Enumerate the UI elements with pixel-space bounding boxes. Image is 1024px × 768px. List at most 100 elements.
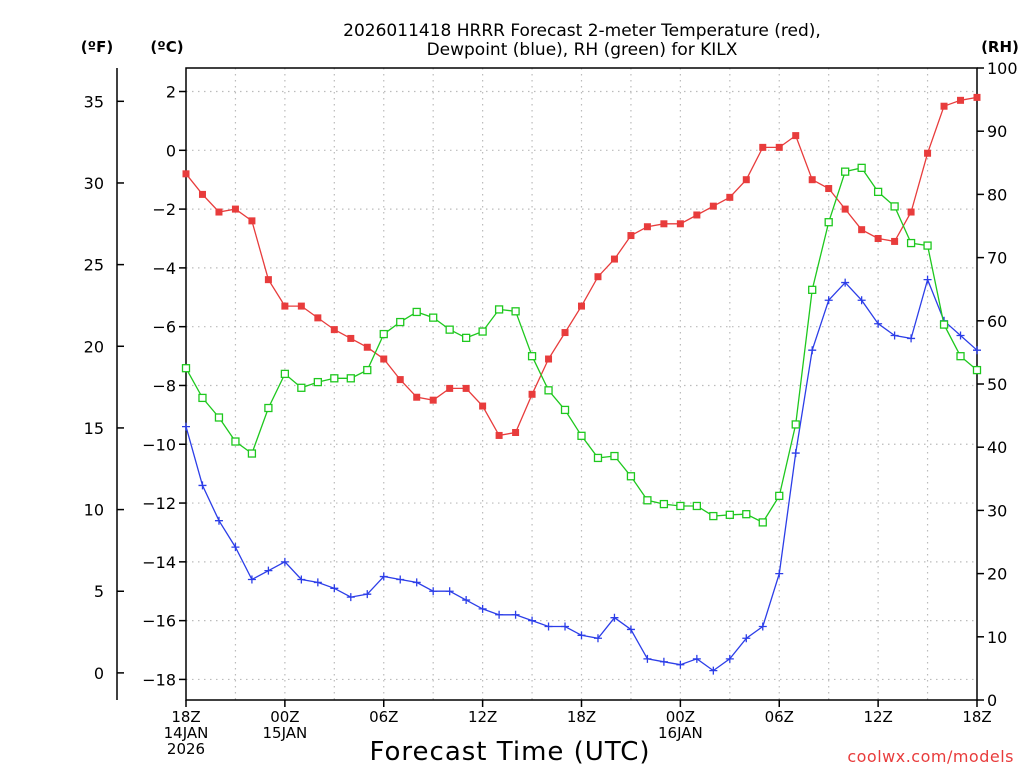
temperature-point	[940, 102, 948, 110]
rh-point	[906, 238, 916, 248]
rh-point	[544, 386, 553, 395]
rh-point	[725, 510, 734, 519]
f-tick-label: 5	[94, 582, 104, 601]
dewpoint-point	[182, 422, 190, 431]
rh-point	[280, 369, 290, 379]
x-tick-label: 15JAN	[263, 724, 308, 742]
temperature-point	[495, 431, 503, 439]
rh-point	[346, 374, 355, 383]
temperature-point	[660, 220, 668, 228]
c-tick-label: −12	[142, 494, 176, 513]
rh-point	[198, 393, 207, 403]
temperature-point	[610, 255, 618, 263]
rh-point	[181, 364, 191, 373]
c-tick-label: −4	[152, 259, 176, 278]
dewpoint-point	[758, 622, 767, 631]
rh-point	[396, 317, 405, 327]
rh-point	[478, 327, 487, 336]
temperature-point	[594, 273, 602, 281]
temperature-point	[973, 93, 981, 101]
rh-tick-label: 90	[987, 122, 1007, 141]
x-tick-label: 00Z	[666, 708, 695, 726]
rh-point	[873, 187, 883, 197]
dewpoint-point	[478, 604, 487, 613]
c-tick-label: 2	[166, 83, 176, 102]
rh-point	[610, 451, 619, 461]
rh-point	[626, 472, 636, 481]
c-tick-label: −14	[142, 553, 176, 572]
temperature-point	[643, 223, 651, 231]
dewpoint-point	[363, 590, 372, 599]
rh-point	[511, 307, 520, 316]
temperature-point	[264, 276, 272, 284]
temperature-point	[841, 205, 849, 213]
rh-point	[923, 241, 932, 250]
dewpoint-point	[874, 319, 883, 328]
x-tick-label: 16JAN	[658, 724, 703, 742]
temperature-point	[957, 96, 965, 104]
rh-point	[791, 420, 800, 429]
dewpoint-point	[610, 613, 619, 622]
temperature-point	[792, 132, 800, 140]
rh-point	[956, 352, 965, 361]
temperature-point	[462, 384, 470, 392]
rh-tick-label: 60	[987, 312, 1007, 331]
dewpoint-point	[412, 578, 421, 587]
temperature-point	[907, 208, 915, 216]
temperature-point	[709, 202, 717, 210]
credit-text: coolwx.com/models	[847, 747, 1014, 766]
rh-point	[939, 320, 949, 329]
rh-point	[742, 510, 751, 519]
dewpoint-point	[511, 610, 520, 619]
dewpoint-point	[659, 657, 668, 666]
temperature-point	[825, 185, 833, 193]
dewpoint-point	[907, 334, 916, 343]
rh-point	[363, 365, 372, 375]
temperature-point	[198, 190, 206, 198]
temperature-point	[578, 302, 585, 310]
f-tick-label: 0	[94, 664, 104, 683]
rh-point	[429, 313, 438, 322]
temperature-point	[281, 302, 289, 310]
temperature-point	[891, 237, 899, 245]
temperature-point	[858, 226, 866, 234]
x-tick-label: 12Z	[863, 708, 892, 726]
x-tick-label: 2026	[167, 740, 205, 758]
temperature-point	[676, 220, 684, 228]
dewpoint-point	[956, 331, 965, 340]
temperature-point	[528, 390, 536, 398]
temperature-point	[726, 193, 734, 201]
dewpoint-point	[775, 569, 784, 578]
temperature-point	[561, 329, 569, 337]
dewpoint-point	[280, 557, 289, 566]
x-tick-label: 00Z	[270, 708, 299, 726]
dewpoint-point	[709, 666, 718, 675]
c-tick-label: −8	[152, 376, 176, 395]
rh-point	[758, 518, 767, 527]
rh-point	[692, 501, 702, 511]
x-tick-label: 18Z	[171, 708, 200, 726]
rh-point	[824, 218, 833, 227]
temperature-point	[248, 217, 256, 225]
rh-point	[231, 437, 240, 446]
x-tick-label: 18Z	[567, 708, 596, 726]
f-tick-label: 20	[84, 337, 104, 356]
temperature-point	[446, 384, 454, 392]
rh-point	[494, 305, 504, 314]
dewpoint-point	[247, 575, 256, 584]
dewpoint-point	[528, 616, 537, 625]
rh-point	[461, 333, 471, 343]
rh-tick-label: 20	[987, 565, 1007, 584]
rh-tick-label: 70	[987, 249, 1007, 268]
dewpoint-point	[231, 543, 240, 552]
rh-point	[330, 374, 339, 383]
dewpoint-point	[643, 654, 652, 663]
dewpoint-point	[346, 593, 355, 602]
c-tick-label: −18	[142, 670, 176, 689]
temperature-point	[231, 205, 239, 213]
x-tick-label: 06Z	[765, 708, 794, 726]
dewpoint-point	[462, 596, 471, 605]
dewpoint-point	[742, 634, 751, 643]
rh-point	[593, 453, 603, 463]
